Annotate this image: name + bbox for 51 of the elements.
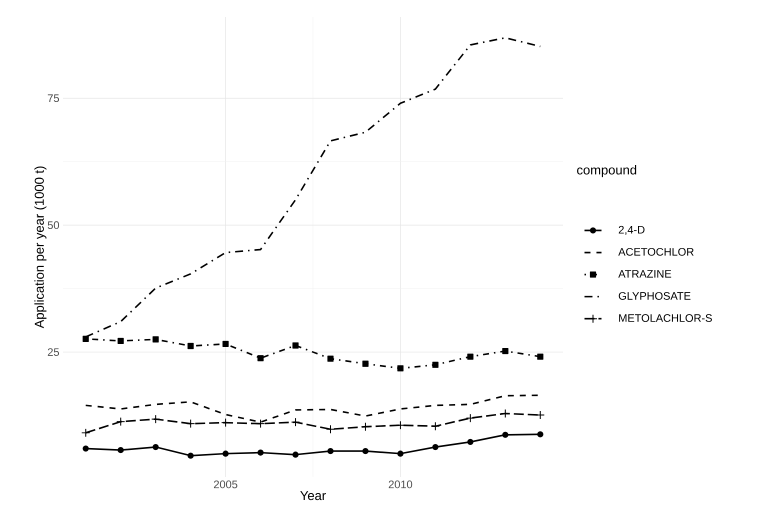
point: [82, 336, 89, 342]
legend-title: compound: [577, 165, 636, 178]
point: [222, 450, 229, 457]
point: [152, 336, 159, 342]
point: [222, 340, 229, 348]
point: [360, 422, 370, 432]
legend-label: ATRAZINE: [618, 270, 672, 278]
x-tick-label: 2005: [214, 480, 238, 488]
y-tick-label: 25: [48, 348, 60, 356]
point: [467, 354, 474, 360]
legend-label: 2,4-D: [618, 226, 645, 235]
point: [292, 452, 299, 458]
point: [502, 432, 508, 438]
point: [82, 445, 89, 452]
point: [81, 428, 90, 438]
point: [188, 452, 194, 459]
point: [116, 417, 126, 426]
point: [257, 450, 264, 456]
point: [257, 355, 264, 362]
point: [397, 365, 404, 372]
point: [362, 448, 369, 454]
point: [291, 418, 300, 427]
point: [151, 414, 160, 424]
point: [186, 419, 196, 428]
point: [327, 356, 334, 362]
point: [188, 342, 194, 350]
point: [466, 414, 475, 423]
legend-label: GLYPHOSATE: [618, 292, 690, 300]
point: [327, 448, 334, 454]
point: [118, 338, 124, 344]
y-tick-label: 50: [48, 221, 60, 230]
x-tick-label: 2010: [388, 480, 412, 488]
x-axis-title: Year: [300, 491, 326, 500]
legend-label: METOLACHLOR-S: [619, 314, 712, 322]
point: [152, 444, 159, 450]
point: [467, 438, 474, 446]
point: [537, 354, 544, 360]
point: [432, 362, 438, 368]
point: [502, 348, 508, 354]
point: [292, 342, 299, 349]
point: [537, 431, 544, 438]
point: [397, 450, 404, 457]
legend-label: ACETOCHLOR: [618, 248, 694, 256]
point: [362, 360, 369, 367]
point: [118, 446, 124, 454]
point: [326, 424, 335, 434]
y-tick-label: 75: [48, 94, 60, 102]
point: [256, 419, 266, 428]
point: [432, 444, 438, 450]
point: [430, 422, 440, 431]
y-axis-title: Application per year (1000 t): [34, 166, 46, 328]
